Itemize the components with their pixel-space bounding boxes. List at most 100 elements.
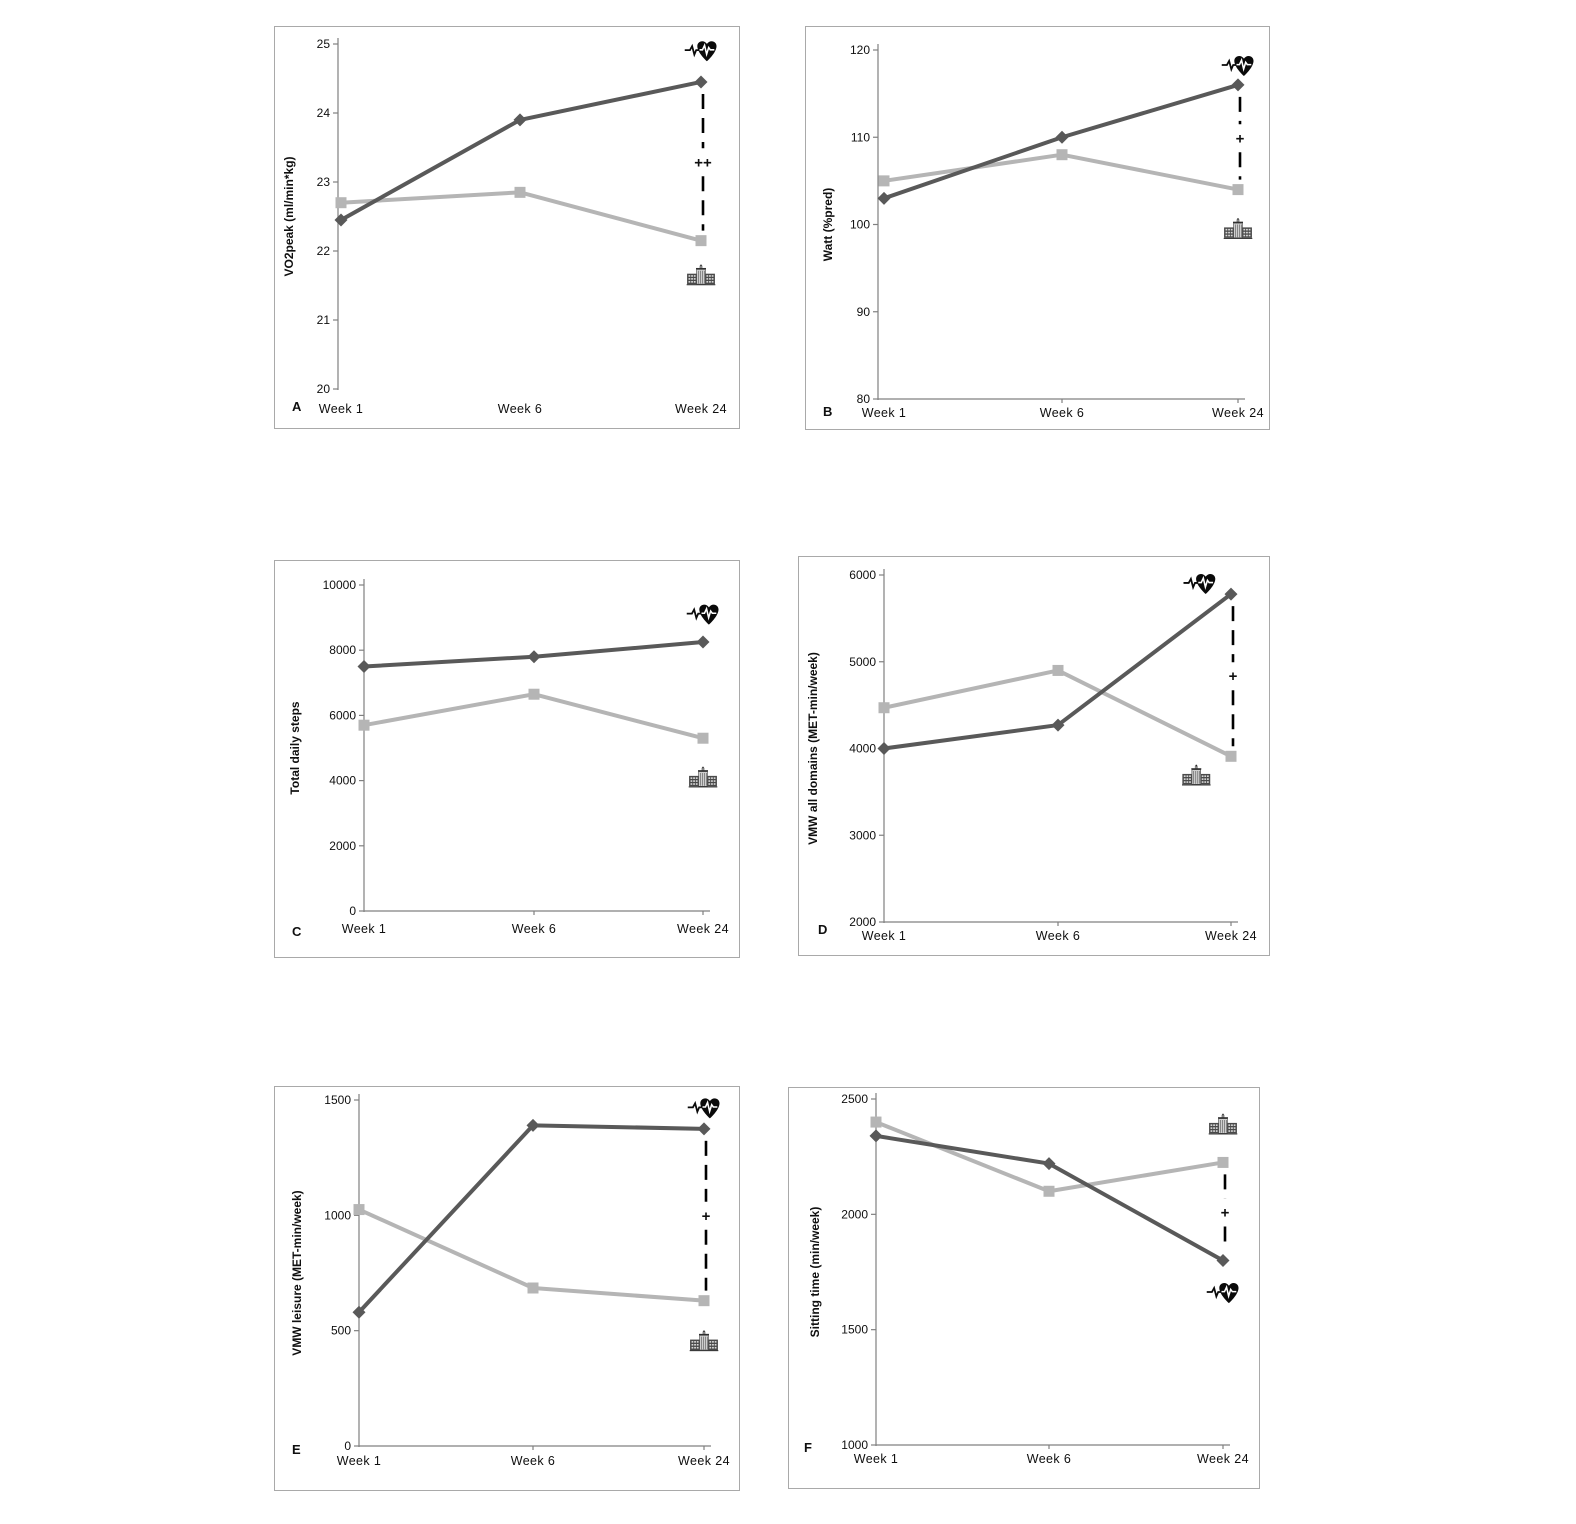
x-category-label: Week 6 [1027, 1452, 1072, 1466]
marker-diamond [697, 1122, 711, 1136]
y-tick-label: 100 [850, 218, 870, 232]
panel-letter: C [292, 924, 302, 939]
panel-letter: E [292, 1442, 301, 1457]
hospital-building-icon [1181, 764, 1211, 786]
x-category-label: Week 6 [511, 1454, 556, 1468]
chart-svg-d: 2000 3000 4000 5000 6000 Week 1 Week 6 Week 24 +… [806, 568, 1257, 943]
marker-square [878, 175, 890, 187]
x-category-label: Week 6 [498, 402, 543, 416]
marker-square [358, 719, 370, 731]
marker-square [1225, 750, 1237, 762]
y-tick-label: 120 [850, 43, 870, 57]
y-tick-label: 1500 [841, 1323, 868, 1337]
y-axis-title: VO2peak (ml/min*kg) [282, 156, 296, 276]
series-hospital [870, 1116, 1229, 1197]
y-tick-label: 0 [344, 1439, 351, 1453]
marker-square [1056, 149, 1068, 161]
marker-square [514, 186, 526, 198]
marker-square [527, 1282, 539, 1294]
y-tick-label: 10000 [323, 578, 357, 592]
x-category-label: Week 24 [677, 922, 729, 936]
significance-marker: + [1236, 96, 1245, 180]
y-axis-title: Total daily steps [288, 701, 302, 794]
y-tick-label: 20 [317, 382, 331, 396]
y-axis: 80 90 100 110 120 [850, 43, 879, 406]
x-category-label: Week 24 [678, 1454, 730, 1468]
marker-square [335, 197, 347, 209]
x-category-label: Week 24 [1205, 929, 1257, 943]
panel-letter: A [292, 399, 302, 414]
chart-svg-f: 1000 1500 2000 2500 Week 1 Week 6 Week 24 + Sitt… [804, 1092, 1249, 1466]
x-category-label: Week 1 [854, 1452, 899, 1466]
marker-diamond [1055, 130, 1069, 144]
y-tick-label: 4000 [849, 742, 876, 756]
y-tick-label: 1000 [841, 1438, 868, 1452]
marker-square [1043, 1185, 1055, 1197]
y-tick-label: 3000 [849, 828, 876, 842]
series-heart [352, 1118, 711, 1319]
y-tick-label: 1000 [324, 1208, 351, 1222]
marker-square [878, 702, 890, 714]
x-category-label: Week 1 [319, 402, 364, 416]
heart-ecg-icon [1206, 1282, 1240, 1305]
y-axis: 1000 1500 2000 2500 [841, 1092, 877, 1452]
marker-square [698, 1295, 710, 1307]
marker-diamond [1231, 78, 1245, 92]
heart-ecg-icon [1221, 55, 1255, 77]
y-tick-label: 2000 [329, 839, 356, 853]
marker-square [695, 235, 707, 247]
marker-square [697, 732, 709, 744]
x-axis [878, 398, 1245, 403]
x-category-label: Week 6 [1040, 406, 1085, 420]
series-hospital [353, 1204, 710, 1307]
panel-letter: F [804, 1440, 812, 1455]
y-tick-label: 80 [857, 392, 871, 406]
marker-diamond [1216, 1253, 1230, 1267]
significance-marker: + [1221, 1174, 1230, 1251]
y-tick-label: 2000 [849, 915, 876, 929]
significance-symbol: + [1229, 668, 1238, 685]
significance-symbol: + [1236, 130, 1245, 147]
marker-diamond [877, 742, 891, 755]
hospital-building-icon [689, 1330, 719, 1352]
y-tick-label: 110 [851, 130, 870, 144]
x-category-label: Week 1 [862, 406, 907, 420]
series-heart [334, 75, 708, 227]
y-tick-label: 2500 [841, 1092, 868, 1106]
heart-ecg-icon [1182, 573, 1217, 595]
marker-diamond [1224, 587, 1238, 601]
marker-square [870, 1116, 882, 1128]
heart-ecg-icon [684, 40, 718, 63]
marker-square [1052, 664, 1064, 676]
panel-a: 20 21 22 23 24 25 Week 1 Week 6 Week 24 ++ VO2peak… [274, 26, 740, 429]
x-category-label: Week 24 [1197, 1452, 1249, 1466]
series-heart [357, 635, 710, 673]
hospital-building-icon [1223, 217, 1253, 240]
series-hospital [878, 664, 1237, 762]
hospital-building-icon [1208, 1113, 1238, 1135]
significance-marker: + [702, 1140, 711, 1291]
y-axis-title: Sitting time (min/week) [808, 1207, 822, 1338]
marker-diamond [357, 660, 371, 673]
series-heart [877, 587, 1238, 755]
y-tick-label: 25 [317, 37, 331, 51]
significance-marker: + [1229, 606, 1238, 747]
series-hospital [358, 688, 709, 744]
marker-square [1217, 1156, 1229, 1168]
x-category-label: Week 1 [337, 1454, 382, 1468]
y-tick-label: 2000 [841, 1207, 868, 1221]
marker-diamond [1051, 718, 1065, 732]
y-tick-label: 1500 [324, 1093, 351, 1107]
y-tick-label: 6000 [329, 708, 356, 722]
y-axis-title: Watt (%pred) [821, 188, 835, 262]
y-axis: 0 2000 4000 6000 8000 10000 [323, 578, 365, 918]
y-tick-label: 23 [317, 175, 331, 189]
y-tick-label: 8000 [329, 643, 356, 657]
y-tick-label: 22 [317, 244, 331, 258]
x-category-label: Week 24 [1212, 406, 1264, 420]
marker-diamond [334, 213, 348, 227]
significance-marker: ++ [694, 93, 712, 231]
significance-symbol: + [1221, 1204, 1230, 1221]
significance-symbol: ++ [694, 154, 712, 171]
chart-svg-b: 80 90 100 110 120 Week 1 Week 6 Week 24 + Watt (%… [821, 43, 1264, 420]
